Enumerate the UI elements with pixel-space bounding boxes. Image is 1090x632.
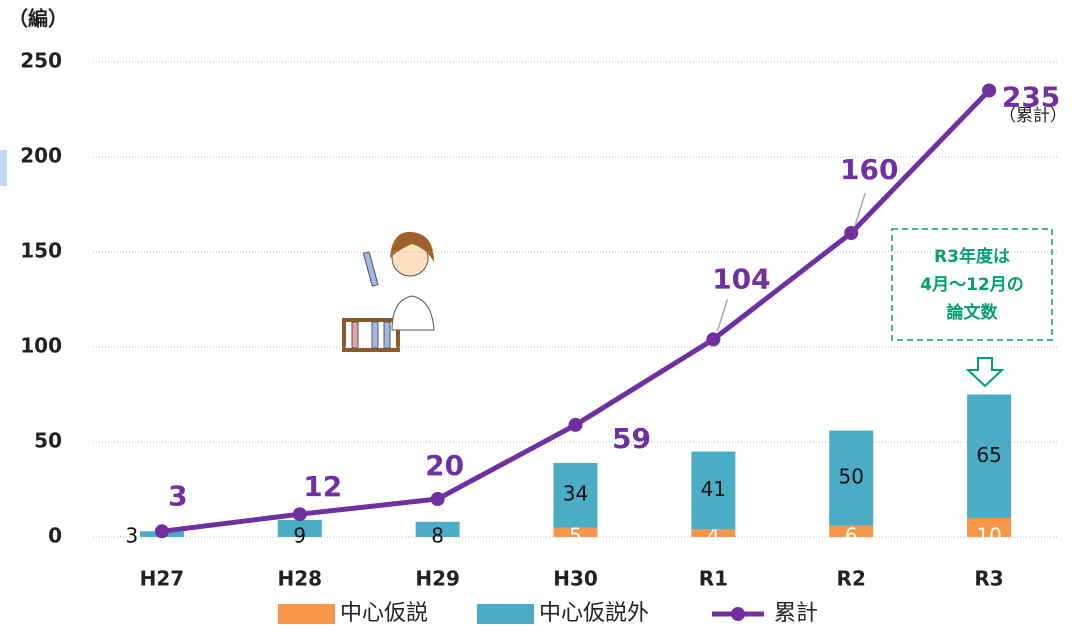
value-label: 41 (701, 477, 726, 501)
line-marker (293, 507, 307, 521)
x-tick-label: R3 (974, 567, 1003, 591)
x-tick-label: H27 (140, 567, 185, 591)
line-label: 235 (1002, 81, 1060, 114)
line-label: 12 (303, 470, 342, 503)
line-marker (569, 418, 583, 432)
y-tick-label: 200 (20, 144, 62, 168)
legend-swatch (278, 604, 335, 624)
y-axis-label: （編） (8, 7, 68, 31)
line-label: 104 (712, 262, 770, 295)
line-marker (431, 492, 445, 506)
y-tick-label: 150 (20, 239, 62, 263)
line-marker (844, 226, 858, 240)
line-marker (982, 84, 996, 98)
line-label: 3 (168, 479, 187, 512)
legend-label: 中心仮説外 (539, 601, 649, 626)
line-label: 59 (612, 422, 651, 455)
y-tick-label: 250 (20, 49, 62, 73)
line-marker (155, 524, 169, 538)
x-tick-label: H29 (415, 567, 460, 591)
legend-swatch (477, 604, 534, 624)
value-label: 10 (976, 524, 1001, 548)
arrow (968, 358, 1002, 386)
illustration (342, 232, 434, 352)
annotation: 論文数 (947, 302, 999, 323)
legend-label: 中心仮説 (340, 601, 428, 626)
x-tick-label: H30 (553, 567, 598, 591)
edge-tab (0, 150, 7, 186)
y-tick-label: 100 (20, 334, 62, 358)
line-marker (706, 332, 720, 346)
line-label: 160 (840, 153, 898, 186)
annotation: R3年度は (934, 246, 1010, 267)
legend-swatch (731, 607, 745, 621)
value-label: 65 (976, 443, 1001, 467)
value-label: 6 (845, 524, 858, 548)
x-tick-label: H28 (277, 567, 322, 591)
value-label: 8 (431, 524, 444, 548)
legend-label: 累計 (774, 601, 818, 626)
y-tick-label: 0 (48, 524, 62, 548)
annotation: 4月～12月の (920, 275, 1024, 295)
value-label: 9 (293, 524, 306, 548)
x-tick-label: R1 (699, 567, 728, 591)
line-label: 20 (425, 449, 464, 482)
chart: （編） （累計） R3年度は 4月～12月の 論文数 0501001502002… (0, 0, 1090, 632)
value-label: 34 (563, 482, 588, 506)
x-tick-label: R2 (837, 567, 866, 591)
y-tick-label: 50 (34, 429, 62, 453)
value-label: 3 (126, 524, 139, 548)
value-label: 50 (838, 465, 863, 489)
